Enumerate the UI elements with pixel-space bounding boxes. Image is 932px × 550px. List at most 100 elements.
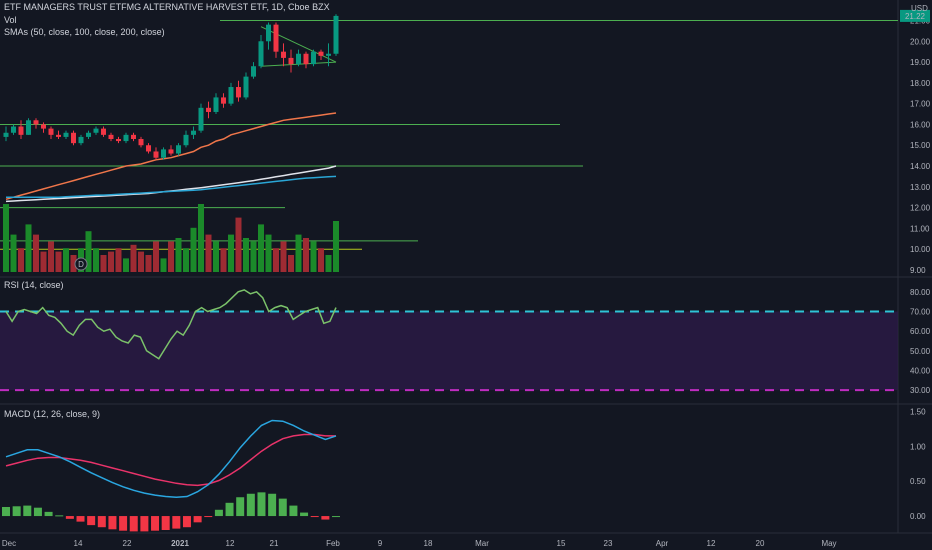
volume-bar [310, 241, 317, 272]
macd-histogram-bar [182, 516, 191, 528]
rsi-band [0, 311, 898, 391]
candle-body [183, 134, 189, 146]
volume-bar [153, 241, 159, 272]
volume-bar [40, 251, 47, 272]
volume-bar [3, 204, 9, 272]
macd-tick-label: 0.50 [910, 477, 926, 486]
candle-body [86, 132, 91, 137]
macd-histogram-bar [97, 516, 106, 528]
volume-bar [55, 251, 62, 272]
volume-bar [250, 241, 257, 272]
volume-bar [190, 227, 197, 272]
candle-body [228, 87, 234, 104]
price-tick-label: 10.00 [910, 245, 931, 254]
volume-bar [265, 234, 272, 272]
macd-histogram-bar [65, 516, 74, 519]
time-tick-label: Mar [475, 539, 489, 548]
macd-histogram-bar [23, 505, 32, 517]
volume-legend: Vol [4, 15, 17, 25]
dividend-marker [74, 257, 88, 271]
macd-legend: MACD (12, 26, close, 9) [4, 409, 101, 419]
candle-body [333, 15, 339, 54]
volume-bar [25, 224, 32, 272]
macd-histogram-bar [214, 509, 223, 517]
candle-body [3, 132, 9, 137]
volume-bar [243, 238, 249, 272]
macd-histogram-bar [33, 507, 42, 517]
volume-bar [220, 248, 227, 272]
macd-histogram-bar [151, 516, 160, 531]
candle-body [266, 24, 271, 42]
macd-histogram-bar [108, 516, 117, 530]
candle-body [33, 120, 39, 125]
price-tick-label: 13.00 [910, 183, 931, 192]
price-tick-label: 15.00 [910, 141, 931, 150]
macd-histogram-bar [161, 516, 170, 530]
time-tick-label: May [821, 539, 836, 548]
time-tick-label: 12 [226, 539, 235, 548]
candle-body [161, 149, 166, 158]
symbol-title: ETF MANAGERS TRUST ETFMG ALTERNATIVE HAR… [4, 2, 330, 12]
candle-body [56, 134, 61, 137]
candle-body [303, 53, 309, 65]
candle-body [281, 51, 286, 58]
volume-bar [18, 248, 24, 272]
time-tick-label: 14 [74, 539, 83, 548]
rsi-tick-label: 80.00 [910, 288, 931, 297]
volume-bar [168, 241, 174, 272]
time-tick-label: 15 [557, 539, 566, 548]
rsi-tick-label: 60.00 [910, 327, 931, 336]
candle-body [123, 134, 129, 142]
volume-bar [48, 241, 54, 272]
candle-body [206, 107, 211, 112]
rsi-legend: RSI (14, close) [4, 280, 64, 290]
time-tick-label: Apr [656, 539, 669, 548]
volume-bar [138, 251, 144, 272]
sma-200-line [6, 175, 337, 198]
macd-histogram-bar [268, 493, 277, 517]
price-tick-label: 9.00 [910, 266, 926, 275]
candle-body [11, 126, 16, 133]
macd-histogram-bar [129, 516, 138, 532]
sma-50-line [5, 112, 337, 201]
rsi-tick-label: 40.00 [910, 367, 931, 376]
candle-body [258, 41, 264, 67]
volume-bar [325, 255, 332, 272]
candle-body [138, 139, 144, 146]
macd-histogram-bar [193, 516, 202, 523]
volume-bar [183, 248, 189, 272]
macd-histogram-bar [278, 498, 287, 517]
candle-body [176, 145, 181, 154]
volume-bar [10, 234, 17, 272]
currency-label: USD [911, 4, 928, 13]
candle-body [288, 57, 294, 65]
volume-bar [198, 204, 204, 272]
price-tick-label: 11.00 [910, 224, 930, 233]
macd-histogram-bar [55, 515, 64, 517]
macd-histogram-bar [12, 506, 21, 517]
volume-bar [295, 234, 302, 272]
price-tick-label: 18.00 [910, 79, 931, 88]
macd-histogram-bar [87, 516, 96, 526]
volume-bar [130, 244, 137, 272]
price-tick-label: 19.00 [910, 58, 931, 67]
macd-histogram-bar [76, 516, 85, 522]
volume-bar [93, 248, 99, 272]
time-tick-label: 18 [424, 539, 433, 548]
volume-bar [160, 258, 167, 272]
candle-body [146, 145, 151, 152]
time-tick-label: 20 [756, 539, 765, 548]
price-tick-label: 12.00 [910, 204, 931, 213]
macd-histogram-bar [300, 512, 309, 517]
macd-histogram-bar [225, 502, 234, 517]
candle-body [108, 134, 114, 139]
volume-bar [228, 234, 234, 272]
candle-body [251, 66, 256, 77]
volume-bar [213, 241, 219, 272]
candle-body [71, 132, 76, 144]
candle-body [78, 136, 84, 144]
volume-bar [303, 238, 309, 272]
candle-body [191, 130, 196, 135]
volume-bar [258, 224, 264, 272]
